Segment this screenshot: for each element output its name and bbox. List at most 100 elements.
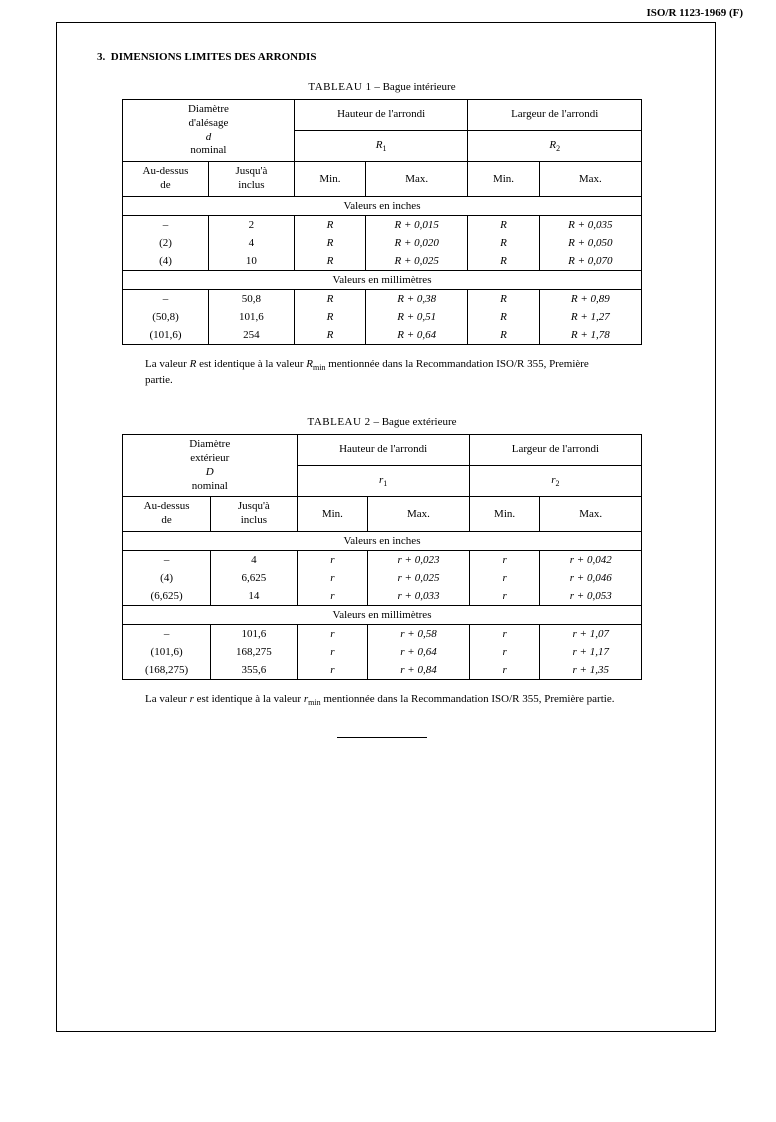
- t2-jq2: inclus: [241, 514, 267, 526]
- t2-note-mid: est identique à la valeur: [194, 693, 304, 705]
- table1-diam-sym: d: [206, 131, 212, 143]
- table2-caption-sep: –: [373, 416, 379, 428]
- table1-larg-header: Largeur de l'arrondi: [468, 100, 642, 131]
- t2-note-post: mentionnée dans la Recommandation ISO/R …: [321, 693, 615, 705]
- cell: 355,6: [211, 661, 297, 680]
- table1-haut-header: Hauteur de l'arrondi: [294, 100, 468, 131]
- table2-max1: Max.: [368, 497, 470, 532]
- cell: r + 1,35: [540, 661, 642, 680]
- section-heading: 3. DIMENSIONS LIMITES DES ARRONDIS: [97, 51, 667, 63]
- table1-caption-num: TABLEAU 1: [308, 81, 371, 93]
- table-row: (101,6) 168,275 r r + 0,64 r r + 1,17: [123, 643, 642, 661]
- table2-band-inches: Valeurs en inches: [123, 531, 642, 550]
- page-frame: ISO/R 1123-1969 (F) 3. DIMENSIONS LIMITE…: [56, 22, 716, 1032]
- cell: (101,6): [123, 643, 211, 661]
- cell: R: [294, 252, 365, 271]
- cell: R + 0,070: [539, 252, 641, 271]
- table-row: (2) 4 R R + 0,020 R R + 0,050: [123, 234, 642, 252]
- table-row: (4) 10 R R + 0,025 R R + 0,070: [123, 252, 642, 271]
- table-row: (4) 6,625 r r + 0,025 r r + 0,046: [123, 569, 642, 587]
- t1-note-pre: La valeur: [145, 358, 190, 370]
- cell: 4: [211, 550, 297, 569]
- cell: R: [294, 234, 365, 252]
- table1-max1: Max.: [366, 162, 468, 197]
- table1-min1: Min.: [294, 162, 365, 197]
- t2-jq1: Jusqu'à: [238, 500, 270, 512]
- cell: r: [297, 587, 368, 606]
- table-row: – 101,6 r r + 0,58 r r + 1,07: [123, 624, 642, 643]
- cell: r + 0,046: [540, 569, 642, 587]
- table2-jusqua: Jusqu'à inclus: [211, 497, 297, 532]
- table1-caption-text: Bague intérieure: [383, 81, 456, 93]
- cell: R: [468, 252, 539, 271]
- t2-note-pre: La valeur: [145, 693, 190, 705]
- cell: (4): [123, 569, 211, 587]
- cell: R + 0,89: [539, 289, 641, 308]
- cell: r: [469, 550, 540, 569]
- cell: 101,6: [208, 308, 294, 326]
- cell: R: [294, 326, 365, 345]
- table1-diam-header: Diamètre d'alésage d nominal: [123, 100, 295, 162]
- table1-diam-l1: Diamètre: [188, 103, 229, 115]
- cell: r: [297, 550, 368, 569]
- cell: R + 0,050: [539, 234, 641, 252]
- table1-caption-sep: –: [374, 81, 380, 93]
- cell: R: [468, 234, 539, 252]
- cell: r: [469, 661, 540, 680]
- table-row: (6,625) 14 r r + 0,033 r r + 0,053: [123, 587, 642, 606]
- table1-haut-sym: R1: [294, 130, 468, 161]
- table1: Diamètre d'alésage d nominal Hauteur de …: [122, 99, 642, 345]
- cell: r: [469, 587, 540, 606]
- table1-haut-sub: 1: [383, 144, 387, 153]
- table1-diam-l3: nominal: [190, 144, 226, 156]
- cell: R + 0,51: [366, 308, 468, 326]
- table1-diam-l2: d'alésage: [189, 117, 229, 129]
- cell: r: [297, 624, 368, 643]
- table2-larg-header: Largeur de l'arrondi: [469, 435, 641, 466]
- table1-note: La valeur R est identique à la valeur Rm…: [145, 357, 619, 389]
- cell: –: [123, 624, 211, 643]
- cell: R: [468, 308, 539, 326]
- table2-caption: TABLEAU 2 – Bague extérieure: [97, 416, 667, 428]
- cell: (2): [123, 234, 209, 252]
- cell: R: [468, 215, 539, 234]
- table-row: (168,275) 355,6 r r + 0,84 r r + 1,35: [123, 661, 642, 680]
- end-divider: [337, 737, 427, 738]
- t2-note-sub: min: [308, 698, 320, 707]
- table2-max2: Max.: [540, 497, 642, 532]
- cell: 254: [208, 326, 294, 345]
- cell: r + 1,07: [540, 624, 642, 643]
- table1-caption: TABLEAU 1 – Bague intérieure: [97, 81, 667, 93]
- table2-min2: Min.: [469, 497, 540, 532]
- table2-caption-num: TABLEAU 2: [307, 416, 370, 428]
- cell: R + 0,035: [539, 215, 641, 234]
- cell: R + 0,64: [366, 326, 468, 345]
- cell: 4: [208, 234, 294, 252]
- section-title-text: DIMENSIONS LIMITES DES ARRONDIS: [111, 51, 317, 63]
- cell: (168,275): [123, 661, 211, 680]
- cell: r: [469, 624, 540, 643]
- page: – 3 – ISO/R 1123-1969 (F) 3. DIMENSIONS …: [0, 0, 776, 1122]
- table-row: – 2 R R + 0,015 R R + 0,035: [123, 215, 642, 234]
- table1-haut-sym-text: R: [376, 139, 383, 151]
- table-row: – 4 r r + 0,023 r r + 0,042: [123, 550, 642, 569]
- cell: (50,8): [123, 308, 209, 326]
- cell: r: [297, 643, 368, 661]
- cell: r: [297, 569, 368, 587]
- t2-haut-sub: 1: [383, 479, 387, 488]
- cell: (101,6): [123, 326, 209, 345]
- table-row: – 50,8 R R + 0,38 R R + 0,89: [123, 289, 642, 308]
- cell: R: [294, 289, 365, 308]
- cell: R + 1,78: [539, 326, 641, 345]
- cell: R + 0,38: [366, 289, 468, 308]
- table2-band-mm: Valeurs en millimètres: [123, 605, 642, 624]
- table2-haut-header: Hauteur de l'arrondi: [297, 435, 469, 466]
- section-number: 3.: [97, 51, 105, 63]
- table2-note: La valeur r est identique à la valeur rm…: [145, 692, 619, 709]
- table1-max2: Max.: [539, 162, 641, 197]
- cell: 50,8: [208, 289, 294, 308]
- cell: r + 0,023: [368, 550, 470, 569]
- cell: 6,625: [211, 569, 297, 587]
- t1-ad1: Au-dessus: [143, 165, 189, 177]
- cell: –: [123, 550, 211, 569]
